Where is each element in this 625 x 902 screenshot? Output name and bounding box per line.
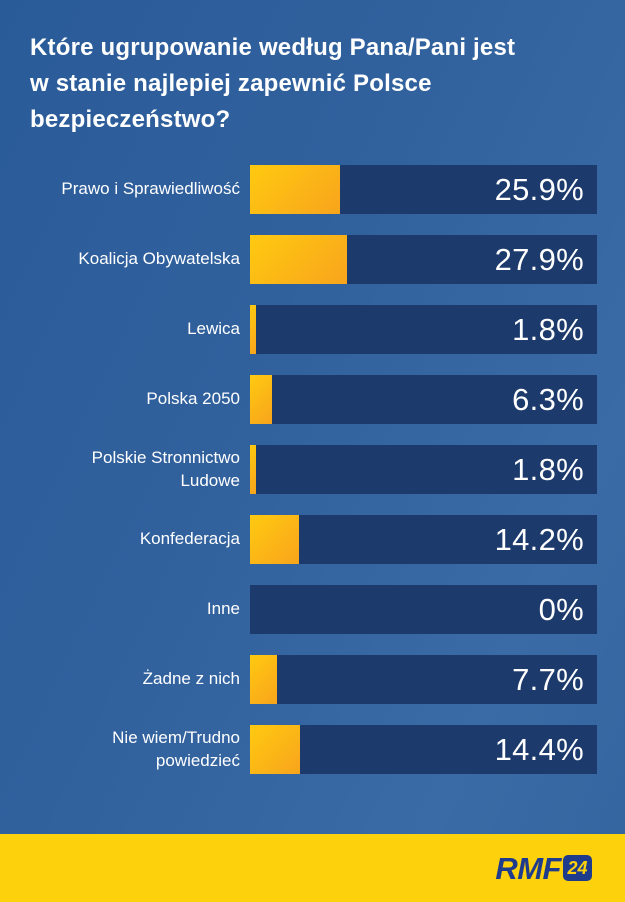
bar-fill — [250, 655, 277, 704]
bar-track: 25.9% — [250, 165, 597, 214]
bar-value: 27.9% — [494, 241, 584, 277]
bar-fill — [250, 165, 340, 214]
bar-track: 6.3% — [250, 375, 597, 424]
bar-chart: Prawo i Sprawiedliwość 25.9% Koalicja Ob… — [0, 165, 625, 774]
bar-fill — [250, 515, 300, 564]
bar-row: Lewica 1.8% — [0, 305, 625, 354]
bar-row: Konfederacja 14.2% — [0, 515, 625, 564]
bar-value: 1.8% — [512, 451, 584, 487]
bar-value: 0% — [538, 591, 584, 627]
bar-label: Polskie Stronnictwo Ludowe — [91, 448, 240, 490]
rmf-logo-text: RMF — [495, 850, 561, 886]
bar-label: Konfederacja — [139, 529, 240, 549]
rmf24-badge: 24 — [563, 855, 592, 881]
bar-label: Prawo i Sprawiedliwość — [61, 179, 240, 199]
bar-value: 6.3% — [512, 381, 584, 417]
rmf24-logo: RMF 24 — [495, 853, 592, 884]
bar-track: 1.8% — [250, 305, 597, 354]
bar-label: Koalicja Obywatelska — [78, 249, 240, 269]
bar-label: Żadne z nich — [142, 669, 240, 689]
bar-fill — [250, 725, 300, 774]
bar-track: 27.9% — [250, 235, 597, 284]
bar-row: Nie wiem/Trudno powiedzieć 14.4% — [0, 725, 625, 774]
poll-question-title: Które ugrupowanie według Pana/Pani jest … — [30, 34, 516, 133]
bar-row: Koalicja Obywatelska 27.9% — [0, 235, 625, 284]
bar-track: 14.2% — [250, 515, 597, 564]
bar-row: Prawo i Sprawiedliwość 25.9% — [0, 165, 625, 214]
bar-label: Polska 2050 — [146, 389, 240, 409]
bar-track: 7.7% — [250, 655, 597, 704]
bar-fill — [250, 305, 257, 354]
bar-value: 7.7% — [512, 661, 584, 697]
bar-track: 1.8% — [250, 445, 597, 494]
bar-value: 14.4% — [494, 731, 584, 767]
bar-label: Nie wiem/Trudno powiedzieć — [112, 728, 240, 770]
footer-band: RMF 24 — [0, 834, 625, 902]
bar-fill — [250, 375, 272, 424]
bar-row: Żadne z nich 7.7% — [0, 655, 625, 704]
bar-row: Polskie Stronnictwo Ludowe 1.8% — [0, 445, 625, 494]
bar-value: 1.8% — [512, 311, 584, 347]
bar-row: Polska 2050 6.3% — [0, 375, 625, 424]
bar-label: Inne — [206, 599, 240, 619]
bar-fill — [250, 445, 257, 494]
bar-value: 25.9% — [494, 171, 584, 207]
bar-label: Lewica — [187, 319, 240, 339]
bar-track: 0% — [250, 585, 597, 634]
bar-fill — [250, 235, 347, 284]
bar-value: 14.2% — [494, 521, 584, 557]
bar-row: Inne 0% — [0, 585, 625, 634]
bar-track: 14.4% — [250, 725, 597, 774]
